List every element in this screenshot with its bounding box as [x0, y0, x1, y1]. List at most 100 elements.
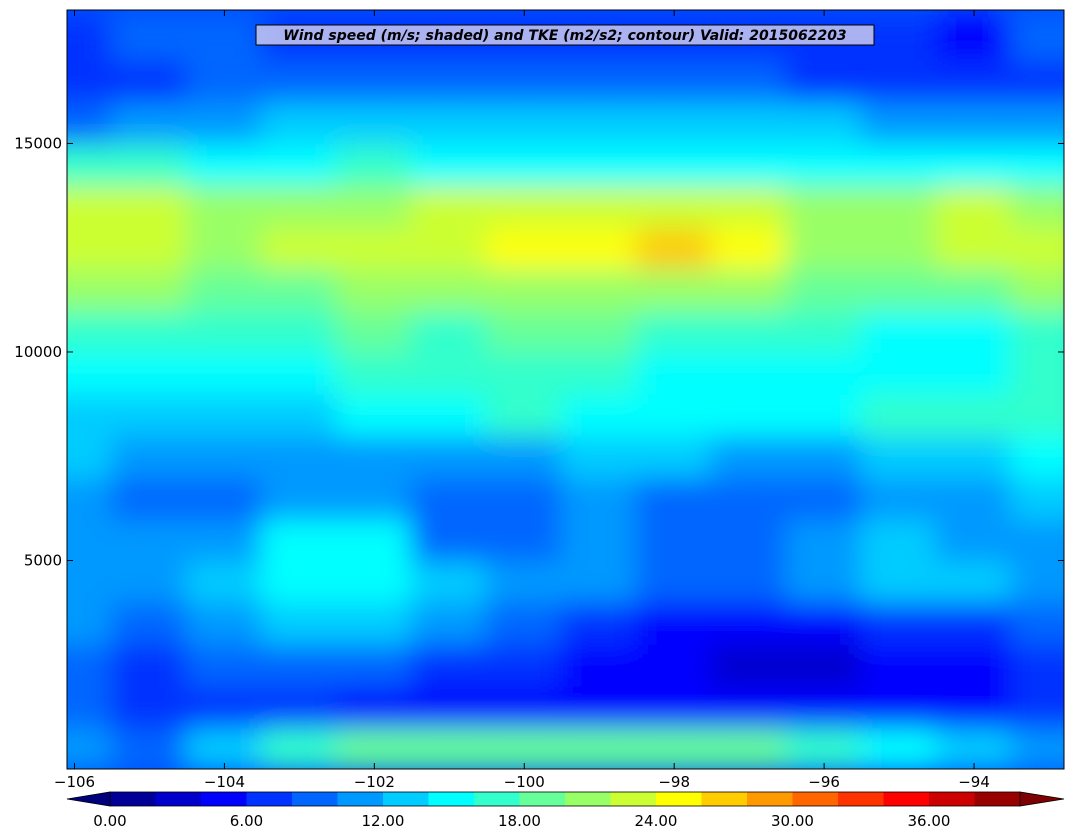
heatmap-cell — [710, 684, 788, 729]
heatmap-cell — [110, 225, 188, 270]
heatmap-cell — [185, 59, 263, 103]
heatmap-cell — [485, 601, 563, 645]
heatmap-cell — [860, 726, 938, 769]
heatmap-cell — [335, 100, 413, 145]
heatmap-cell — [260, 225, 338, 270]
heatmap-cell — [110, 100, 188, 145]
heatmap-cell — [860, 184, 938, 228]
heatmap-cell — [785, 100, 863, 145]
heatmap-cell — [710, 642, 788, 687]
heatmap-cell — [410, 309, 488, 353]
x-axis: −106 −104 −102 −100 −98 −96 −94 — [54, 10, 990, 791]
heatmap-cell — [1010, 100, 1064, 145]
heatmap-cell — [335, 267, 413, 312]
colorbar-tick-label: 12.00 — [362, 812, 405, 830]
heatmap-cell — [110, 684, 188, 729]
chart-title-box: Wind speed (m/s; shaded) and TKE (m2/s2;… — [255, 24, 875, 46]
heatmap-cell — [335, 225, 413, 270]
heatmap-cell — [860, 642, 938, 687]
heatmap-cell — [785, 309, 863, 353]
heatmap-cell — [785, 392, 863, 437]
heatmap-cell — [410, 59, 488, 103]
colorbar-tick-label: 6.00 — [230, 812, 263, 830]
heatmap-cell — [860, 559, 938, 604]
heatmap-cell — [410, 392, 488, 437]
heatmap-cell — [860, 684, 938, 729]
heatmap-cell — [485, 684, 563, 729]
heatmap-cell — [260, 476, 338, 520]
heatmap-cell — [410, 726, 488, 769]
colorbar-segment — [792, 792, 839, 806]
heatmap-cell — [935, 350, 1013, 395]
y-tick-label: 15000 — [14, 134, 62, 152]
heatmap-cell — [110, 559, 188, 604]
heatmap-cell — [485, 184, 563, 228]
colorbar-segment — [610, 792, 657, 806]
heatmap-cell — [560, 517, 638, 562]
heatmap-cell — [635, 350, 713, 395]
heatmap-cell — [860, 392, 938, 437]
heatmap-cell — [110, 350, 188, 395]
heatmap-cell — [710, 267, 788, 312]
heatmap-cell — [110, 476, 188, 520]
heatmap-cell — [485, 392, 563, 437]
heatmap-cell — [860, 476, 938, 520]
heatmap-cell — [410, 559, 488, 604]
heatmap-cell — [710, 350, 788, 395]
heatmap-cell — [1010, 559, 1064, 604]
heatmap-cell — [635, 559, 713, 604]
plot-frame — [66, 9, 1065, 770]
colorbar-segment — [155, 792, 202, 806]
heatmap-cell — [935, 726, 1013, 769]
heatmap-cell — [560, 184, 638, 228]
heatmap-cell — [1010, 726, 1064, 769]
y-tick-label: 10000 — [14, 343, 62, 361]
heatmap-cell — [410, 517, 488, 562]
heatmap-cell — [67, 100, 113, 145]
colorbar-segment — [974, 792, 1021, 806]
heatmap-cell — [335, 726, 413, 769]
heatmap-cell — [635, 392, 713, 437]
heatmap-cell — [710, 434, 788, 479]
heatmap-cell — [1010, 517, 1064, 562]
heatmap-cell — [110, 59, 188, 103]
y-tick-label: 5000 — [24, 551, 62, 569]
heatmap-cell — [1010, 476, 1064, 520]
heatmap-cell — [485, 559, 563, 604]
heatmap-cell — [185, 225, 263, 270]
heatmap-cell — [785, 601, 863, 645]
heatmap-cell — [710, 601, 788, 645]
heatmap-cell — [935, 309, 1013, 353]
heatmap-cell — [560, 100, 638, 145]
heatmap-cell — [67, 142, 113, 187]
heatmap-cell — [260, 642, 338, 687]
heatmap-cell — [110, 267, 188, 312]
heatmap-cell — [485, 350, 563, 395]
colorbar-segment — [656, 792, 702, 806]
heatmap-cell — [560, 684, 638, 729]
heatmap-cell — [260, 434, 338, 479]
heatmap-cell — [410, 350, 488, 395]
heatmap-cell — [67, 726, 113, 769]
heatmap-cell — [260, 392, 338, 437]
heatmap-cell — [185, 434, 263, 479]
colorbar-tick-label: 24.00 — [635, 812, 678, 830]
heatmap-cell — [110, 392, 188, 437]
colorbar-segment — [929, 792, 975, 806]
colorbar-tick-label: 18.00 — [498, 812, 541, 830]
x-tick-label: −106 — [54, 773, 95, 791]
heatmap-cell — [710, 184, 788, 228]
heatmap-cell — [335, 59, 413, 103]
heatmap-cell — [710, 559, 788, 604]
heatmap-cell — [335, 559, 413, 604]
heatmap-cell — [935, 559, 1013, 604]
heatmap-cell — [860, 517, 938, 562]
heatmap-cell — [335, 642, 413, 687]
heatmap-cell — [185, 601, 263, 645]
heatmap-cell — [1010, 684, 1064, 729]
heatmap-cell — [785, 726, 863, 769]
heatmap-cell — [1010, 142, 1064, 187]
heatmap-cell — [410, 267, 488, 312]
colorbar-segment — [428, 792, 475, 806]
